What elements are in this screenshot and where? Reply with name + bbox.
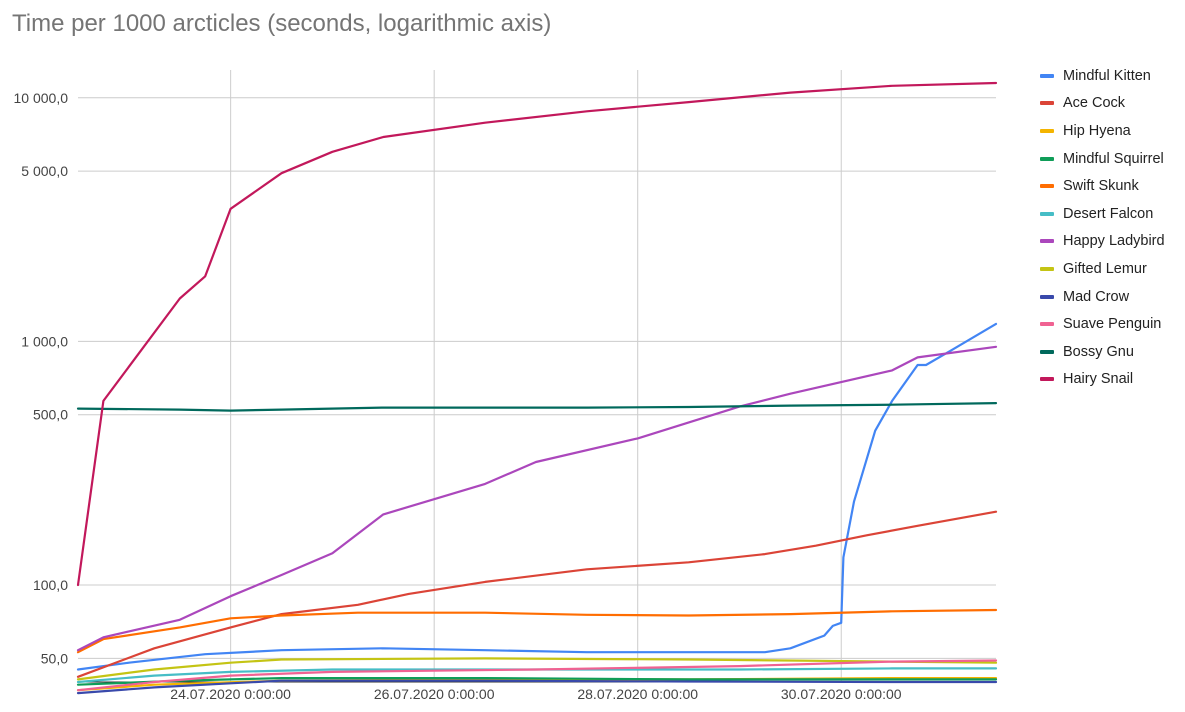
- y-tick-label: 1 000,0: [21, 333, 68, 349]
- legend-swatch: [1040, 128, 1054, 133]
- legend-label: Mad Crow: [1063, 288, 1130, 305]
- legend-label: Mindful Squirrel: [1063, 150, 1164, 167]
- series-line-mad-crow: [76, 679, 998, 695]
- legend-label: Hairy Snail: [1063, 371, 1134, 388]
- legend-label: Bossy Gnu: [1063, 343, 1134, 360]
- legend-swatch: [1040, 239, 1054, 244]
- series-line-happy-ladybird: [76, 345, 998, 652]
- legend-swatch: [1040, 101, 1054, 106]
- legend-swatch: [1040, 184, 1054, 189]
- legend-item: Happy Ladybird: [1040, 228, 1165, 256]
- x-tick-label: 26.07.2020 0:00:00: [374, 686, 495, 702]
- legend-swatch: [1040, 73, 1054, 78]
- legend-label: Gifted Lemur: [1063, 260, 1147, 277]
- y-tick-label: 10 000,0: [14, 90, 69, 106]
- legend-item: Ace Cock: [1040, 90, 1165, 118]
- legend-label: Suave Penguin: [1063, 316, 1162, 333]
- x-tick-label: 28.07.2020 0:00:00: [577, 686, 698, 702]
- legend-swatch: [1040, 266, 1054, 271]
- y-tick-label: 500,0: [33, 407, 68, 423]
- y-tick-label: 5 000,0: [21, 163, 68, 179]
- y-tick-label: 50,0: [41, 650, 68, 666]
- chart-title: Time per 1000 arcticles (seconds, logari…: [12, 10, 552, 37]
- legend-item: Mad Crow: [1040, 283, 1165, 311]
- series-line-ace-cock: [76, 510, 998, 678]
- series-line-mindful-kitten: [76, 322, 998, 671]
- chart-legend: Mindful Kitten Ace Cock Hip Hyena Mindful S…: [1040, 62, 1165, 393]
- legend-item: Hip Hyena: [1040, 117, 1165, 145]
- series-line-swift-skunk: [76, 608, 998, 654]
- legend-item: Bossy Gnu: [1040, 338, 1165, 366]
- legend-item: Swift Skunk: [1040, 172, 1165, 200]
- legend-swatch: [1040, 349, 1054, 354]
- legend-label: Swift Skunk: [1063, 178, 1139, 195]
- legend-label: Desert Falcon: [1063, 205, 1154, 222]
- series-line-gifted-lemur: [76, 657, 998, 681]
- legend-swatch: [1040, 156, 1054, 161]
- series-line-desert-falcon: [76, 667, 998, 684]
- legend-swatch: [1040, 322, 1054, 327]
- legend-label: Hip Hyena: [1063, 122, 1131, 139]
- legend-item: Gifted Lemur: [1040, 255, 1165, 283]
- x-tick-label: 24.07.2020 0:00:00: [170, 686, 291, 702]
- y-tick-label: 100,0: [33, 577, 68, 593]
- chart-plot-area: 10 000,0 5 000,0 1 000,0 500,0 100,0 50,0 24.0…: [14, 70, 998, 702]
- series-line-bossy-gnu: [76, 402, 998, 412]
- legend-swatch: [1040, 377, 1054, 382]
- legend-item: Mindful Kitten: [1040, 62, 1165, 90]
- legend-label: Ace Cock: [1063, 95, 1126, 112]
- legend-item: Mindful Squirrel: [1040, 145, 1165, 173]
- legend-swatch: [1040, 294, 1054, 299]
- legend-swatch: [1040, 211, 1054, 216]
- x-tick-label: 30.07.2020 0:00:00: [781, 686, 902, 702]
- series-line-hairy-snail: [76, 81, 998, 587]
- series-line-suave-penguin: [76, 659, 998, 692]
- legend-label: Happy Ladybird: [1063, 233, 1165, 250]
- series-line-hip-hyena: [76, 676, 998, 692]
- legend-item: Desert Falcon: [1040, 200, 1165, 228]
- legend-label: Mindful Kitten: [1063, 67, 1151, 84]
- legend-item: Hairy Snail: [1040, 366, 1165, 394]
- legend-item: Suave Penguin: [1040, 310, 1165, 338]
